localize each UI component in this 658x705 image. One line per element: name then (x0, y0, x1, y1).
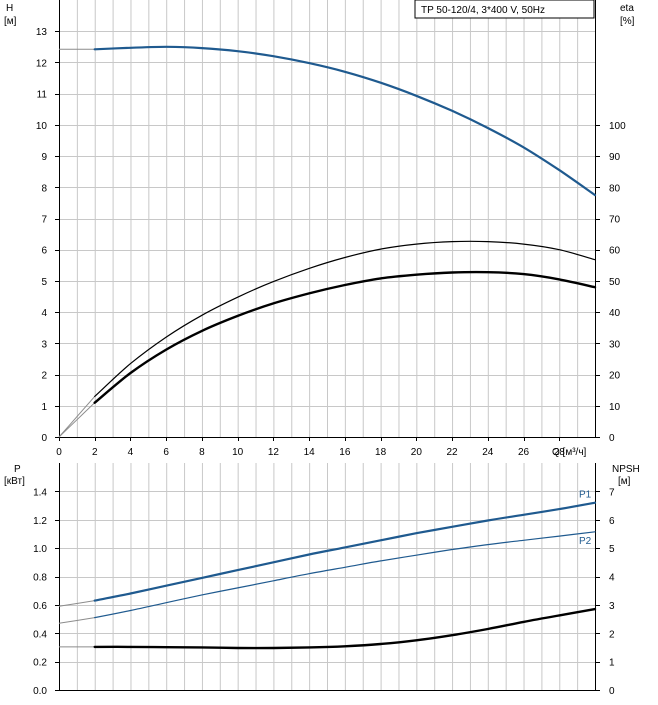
eta-tick-label: 0 (609, 433, 615, 444)
tick-label-layer: 0123456789101112130102030405060708090100… (33, 27, 626, 697)
eta-tick-label: 100 (609, 121, 626, 132)
q-tick-label: 6 (163, 447, 169, 458)
h-tick-label: 12 (36, 58, 48, 69)
p-axis-label: P (14, 464, 21, 475)
h-tick-label: 10 (36, 121, 48, 132)
h-axis-unit: [м] (4, 16, 17, 27)
P1-series-line (93, 501, 597, 602)
npsh-axis-label: NPSH (612, 464, 640, 475)
q-tick-label: 4 (128, 447, 134, 458)
q-tick-label: 20 (411, 447, 423, 458)
h-tick-label: 3 (41, 339, 47, 350)
H-series-line (93, 45, 597, 197)
series-layer (58, 45, 597, 650)
h-tick-label: 9 (41, 152, 47, 163)
q-tick-label: 28 (554, 447, 566, 458)
q-tick-label: 8 (199, 447, 205, 458)
P2-start-segment (58, 617, 95, 624)
npsh-tick-label: 5 (609, 544, 615, 555)
npsh-tick-label: 0 (609, 686, 615, 697)
npsh-tick-label: 3 (609, 601, 615, 612)
h-tick-label: 4 (41, 308, 47, 319)
q-tick-label: 18 (375, 447, 387, 458)
legend-box (414, 0, 595, 19)
p-tick-label: 0.4 (33, 629, 47, 640)
npsh-tick-label: 7 (609, 487, 615, 498)
h-tick-label: 1 (41, 402, 47, 413)
axes-layer (55, 0, 600, 691)
h-tick-label: 7 (41, 215, 47, 226)
h-tick-label: 0 (41, 433, 47, 444)
eta-tick-label: 90 (609, 152, 621, 163)
eta-tick-label: 50 (609, 277, 621, 288)
eta-upper-start-segment (58, 396, 96, 438)
eta-tick-label: 10 (609, 402, 621, 413)
q-tick-label: 26 (518, 447, 530, 458)
q-axis-label: Q [м³/ч] (552, 447, 587, 458)
eta-tick-label: 30 (609, 339, 621, 350)
P2-series-label: P2 (579, 536, 592, 547)
q-tick-label: 14 (304, 447, 316, 458)
eta-tick-label: 70 (609, 215, 621, 226)
p-axis-unit: [кВт] (4, 476, 25, 487)
q-tick-label: 24 (482, 447, 494, 458)
p-tick-label: 1.0 (33, 544, 47, 555)
legend-label: TP 50-120/4, 3*400 V, 50Hz (421, 5, 545, 16)
eta-axis-label: eta (620, 3, 634, 14)
p-tick-label: 0.8 (33, 573, 47, 584)
eta-upper-series-line (94, 240, 596, 397)
h-tick-label: 6 (41, 246, 47, 257)
p-tick-label: 1.2 (33, 516, 47, 527)
p-tick-label: 1.4 (33, 487, 47, 498)
npsh-tick-label: 4 (609, 573, 615, 584)
npsh-tick-label: 2 (609, 629, 615, 640)
eta-tick-label: 80 (609, 183, 621, 194)
h-tick-label: 5 (41, 277, 47, 288)
eta-tick-label: 40 (609, 308, 621, 319)
q-tick-label: 12 (268, 447, 280, 458)
P1-start-segment (58, 600, 95, 607)
eta-tick-label: 60 (609, 246, 621, 257)
q-tick-label: 22 (447, 447, 459, 458)
h-tick-label: 2 (41, 371, 47, 382)
p-tick-label: 0.0 (33, 686, 47, 697)
q-tick-label: 2 (92, 447, 98, 458)
h-axis-label: H (6, 3, 13, 14)
npsh-tick-label: 6 (609, 516, 615, 527)
grid-layer (59, 0, 595, 690)
h-tick-label: 13 (36, 27, 48, 38)
p-tick-label: 0.6 (33, 601, 47, 612)
q-tick-label: 10 (232, 447, 244, 458)
h-tick-label: 11 (37, 90, 48, 101)
npsh-axis-unit: [м] (618, 476, 631, 487)
p-tick-label: 0.2 (33, 658, 47, 669)
P1-series-label: P1 (579, 490, 592, 501)
h-tick-label: 8 (41, 183, 47, 194)
eta-lower-series-line (93, 270, 597, 404)
eta-lower-start-segment (58, 402, 96, 438)
npsh-tick-label: 1 (609, 658, 615, 669)
q-tick-label: 16 (339, 447, 351, 458)
eta-tick-label: 20 (609, 371, 621, 382)
q-tick-label: 0 (56, 447, 62, 458)
P2-series-line (94, 531, 596, 619)
NPSH-series-line (93, 607, 597, 650)
eta-axis-unit: [%] (620, 16, 635, 27)
